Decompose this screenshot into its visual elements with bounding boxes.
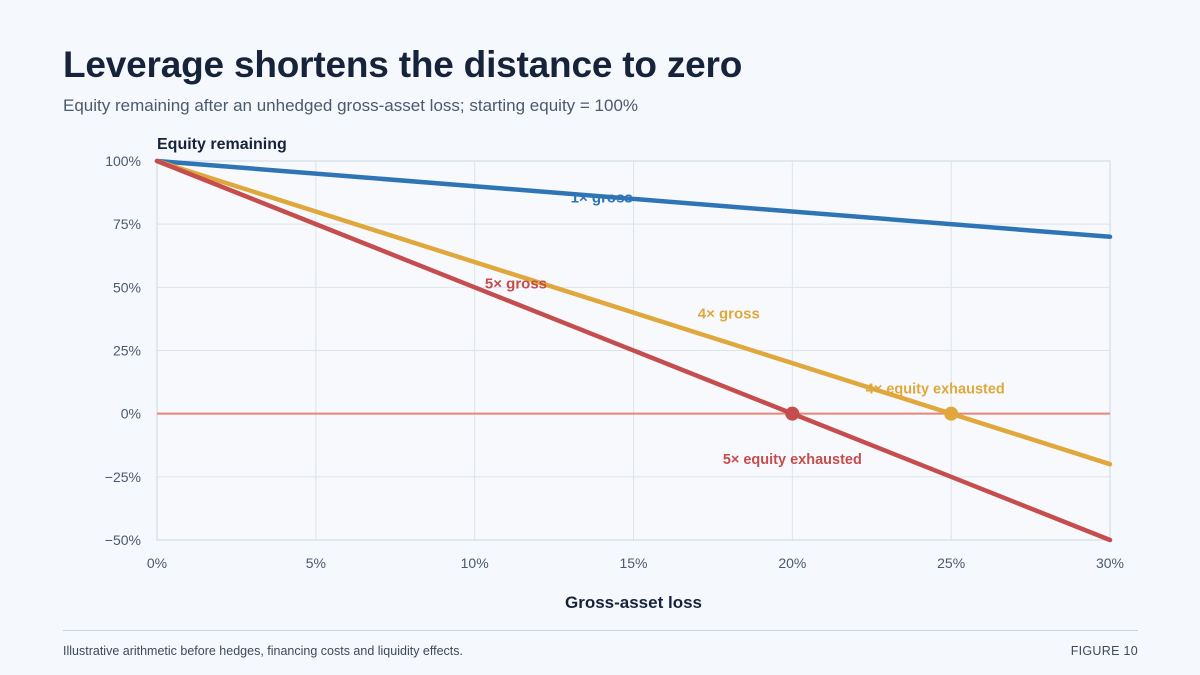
footer-divider — [63, 630, 1138, 631]
y-tick-label: 50% — [113, 279, 141, 295]
footer-note: Illustrative arithmetic before hedges, f… — [63, 644, 463, 658]
series-label-1: 1× gross — [571, 189, 633, 206]
exhaustion-marker-2 — [785, 406, 800, 421]
series-label-3: 5× gross — [485, 275, 547, 292]
y-tick-label: 100% — [105, 153, 141, 169]
x-tick-label: 15% — [619, 555, 647, 571]
series-line-3 — [154, 158, 1113, 543]
y-axis-label: Equity remaining — [157, 136, 287, 153]
page-title: Leverage shortens the distance to zero — [63, 44, 743, 85]
x-tick-label: 10% — [461, 555, 489, 571]
figure-label: FIGURE 10 — [1070, 644, 1138, 658]
y-tick-label: 0% — [121, 406, 141, 422]
page-subtitle: Equity remaining after an unhedged gross… — [63, 96, 639, 115]
x-axis-label: Gross-asset loss — [565, 593, 702, 612]
x-tick-label: 0% — [147, 555, 167, 571]
annotation-label-2: 5× equity exhausted — [723, 452, 862, 468]
x-tick-label: 5% — [306, 555, 326, 571]
x-tick-label: 30% — [1096, 555, 1124, 571]
series-label-2: 4× gross — [698, 306, 760, 323]
exhaustion-marker-1 — [944, 406, 959, 421]
y-tick-label: −50% — [105, 532, 141, 548]
x-tick-label: 20% — [778, 555, 806, 571]
y-tick-label: 25% — [113, 343, 141, 359]
y-tick-label: −25% — [105, 469, 141, 485]
series-line-1 — [154, 158, 1113, 240]
x-tick-label: 25% — [937, 555, 965, 571]
plot-frame — [156, 160, 1111, 541]
annotation-label-1: 4× equity exhausted — [866, 381, 1005, 397]
y-tick-label: 75% — [113, 216, 141, 232]
